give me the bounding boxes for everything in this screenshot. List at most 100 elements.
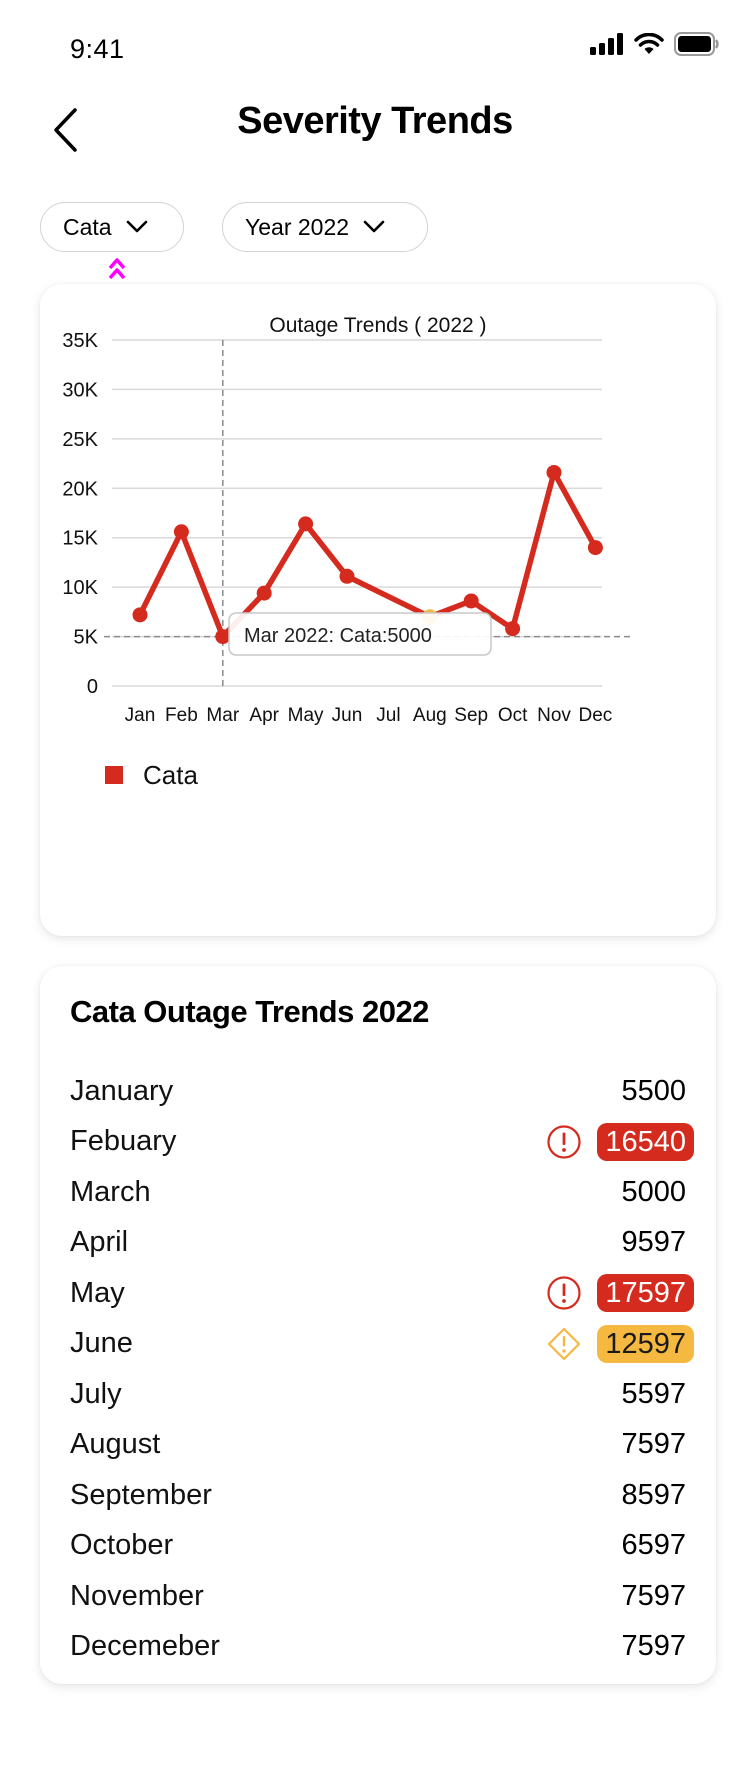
chart-tooltip: Mar 2022: Cata:5000 — [228, 612, 492, 656]
trend-row[interactable]: May 17597 — [70, 1268, 694, 1319]
trend-value-group: 12597 — [545, 1324, 694, 1363]
trend-value: 7597 — [621, 1630, 686, 1663]
y-tick-label: 0 — [87, 676, 98, 698]
data-point[interactable] — [339, 568, 355, 584]
trend-value-group: 5597 — [594, 1378, 694, 1411]
trend-row[interactable]: April 9597 — [70, 1218, 694, 1269]
y-tick-label: 5K — [74, 627, 99, 649]
x-tick-label: Mar — [206, 705, 239, 726]
year-dropdown[interactable]: Year 2022 — [222, 202, 428, 252]
y-tick-label: 20K — [62, 478, 98, 500]
trend-row[interactable]: July 5597 — [70, 1369, 694, 1420]
header: Severity Trends — [0, 90, 750, 200]
chart-title: Outage Trends ( 2022 ) — [269, 314, 486, 337]
trend-value-group: 5000 — [594, 1176, 694, 1209]
x-tick-label: Aug — [413, 705, 447, 726]
tooltip-text: Mar 2022: Cata:5000 — [244, 625, 432, 647]
trend-month: September — [70, 1478, 212, 1511]
trend-value-group: 17597 — [545, 1274, 694, 1313]
trend-month: June — [70, 1327, 133, 1360]
y-tick-label: 10K — [62, 577, 98, 599]
status-bar: 9:41 — [0, 0, 750, 90]
cellular-signal-icon — [590, 33, 623, 55]
trend-list: January 5500 Febuary 16540 March 5000 April 959… — [70, 1066, 694, 1672]
wifi-icon — [634, 33, 664, 54]
trend-value-group: 9597 — [594, 1226, 694, 1259]
year-dropdown-label: Year 2022 — [245, 213, 350, 240]
y-tick-label: 25K — [62, 429, 98, 451]
chevron-left-icon — [54, 108, 77, 152]
trend-row[interactable]: Febuary 16540 — [70, 1117, 694, 1168]
trend-value: 7597 — [621, 1428, 686, 1461]
trend-row[interactable]: March 5000 — [70, 1167, 694, 1218]
trend-value-badge: 17597 — [597, 1274, 694, 1313]
data-point[interactable] — [173, 524, 189, 540]
x-tick-label: Nov — [537, 705, 571, 726]
data-point[interactable] — [132, 607, 148, 623]
trend-month: Decemeber — [70, 1630, 220, 1663]
grid-lines — [112, 339, 602, 687]
x-tick-label: Apr — [249, 705, 279, 726]
chevron-down-icon — [126, 220, 147, 233]
x-tick-label: Sep — [454, 705, 488, 726]
data-point[interactable] — [463, 593, 479, 609]
x-tick-label: Dec — [579, 705, 613, 726]
series-line — [137, 469, 599, 640]
x-tick-label: May — [288, 705, 324, 726]
page-title: Severity Trends — [237, 100, 513, 142]
x-axis-ticks: Jan Feb Mar Apr May Jun Jul Aug Sep Oct Nov Dec — [125, 705, 613, 726]
trend-value-group: 6597 — [594, 1529, 694, 1562]
trend-value: 5000 — [621, 1175, 686, 1208]
trend-value: 7597 — [621, 1579, 686, 1612]
trend-month: April — [70, 1226, 129, 1259]
y-tick-label: 15K — [62, 528, 98, 550]
trend-month: March — [70, 1175, 151, 1208]
category-dropdown[interactable]: Cata — [40, 202, 184, 252]
trend-row[interactable]: September 8597 — [70, 1470, 694, 1521]
trend-row[interactable]: Decemeber 7597 — [70, 1622, 694, 1673]
back-button[interactable] — [40, 100, 90, 160]
trend-row[interactable]: January 5500 — [70, 1066, 694, 1117]
data-point[interactable] — [256, 585, 272, 601]
trend-row[interactable]: August 7597 — [70, 1420, 694, 1471]
tooltip-box — [228, 612, 492, 656]
status-icons — [590, 32, 720, 56]
table-title: Cata Outage Trends 2022 — [70, 994, 429, 1029]
double-chevron-up-icon — [108, 258, 126, 280]
trend-row[interactable]: November 7597 — [70, 1571, 694, 1622]
trend-value-group: 7597 — [594, 1630, 694, 1663]
alert-circle-icon — [545, 1274, 583, 1312]
trend-value: 5597 — [621, 1377, 686, 1410]
status-time: 9:41 — [70, 34, 125, 64]
trend-value: 8597 — [621, 1478, 686, 1511]
trend-month: August — [70, 1428, 161, 1461]
trend-month: January — [70, 1074, 174, 1107]
trend-row[interactable]: October 6597 — [70, 1521, 694, 1572]
trend-month: October — [70, 1529, 174, 1562]
data-point[interactable] — [298, 516, 314, 532]
trend-value-group: 16540 — [545, 1122, 694, 1161]
trend-month: May — [70, 1276, 125, 1309]
legend-label: Cata — [143, 760, 198, 790]
data-point[interactable] — [505, 621, 521, 637]
data-point[interactable] — [546, 464, 562, 480]
legend-swatch — [105, 766, 123, 784]
trend-value-badge: 16540 — [597, 1122, 694, 1161]
chart-card: Outage Trends ( 2022 ) 0 5K 10K 15K 20K 25K 30… — [40, 284, 716, 936]
trend-month: July — [70, 1377, 122, 1410]
x-tick-label: Jul — [376, 705, 400, 726]
trend-value-group: 7597 — [594, 1580, 694, 1613]
chevron-down-icon — [363, 220, 385, 233]
trend-month: Febuary — [70, 1125, 177, 1158]
alert-circle-icon — [545, 1123, 583, 1161]
trend-month: November — [70, 1579, 204, 1612]
chart-legend[interactable]: Cata — [105, 760, 198, 790]
data-point[interactable] — [587, 540, 603, 556]
x-tick-label: Jan — [125, 705, 156, 726]
trend-row[interactable]: June 12597 — [70, 1319, 694, 1370]
trend-value: 5500 — [621, 1074, 686, 1107]
trend-value: 9597 — [621, 1226, 686, 1259]
outage-trend-chart[interactable]: Outage Trends ( 2022 ) 0 5K 10K 15K 20K 25K 30… — [40, 284, 716, 936]
x-tick-label: Feb — [165, 705, 198, 726]
data-point[interactable] — [215, 629, 231, 645]
